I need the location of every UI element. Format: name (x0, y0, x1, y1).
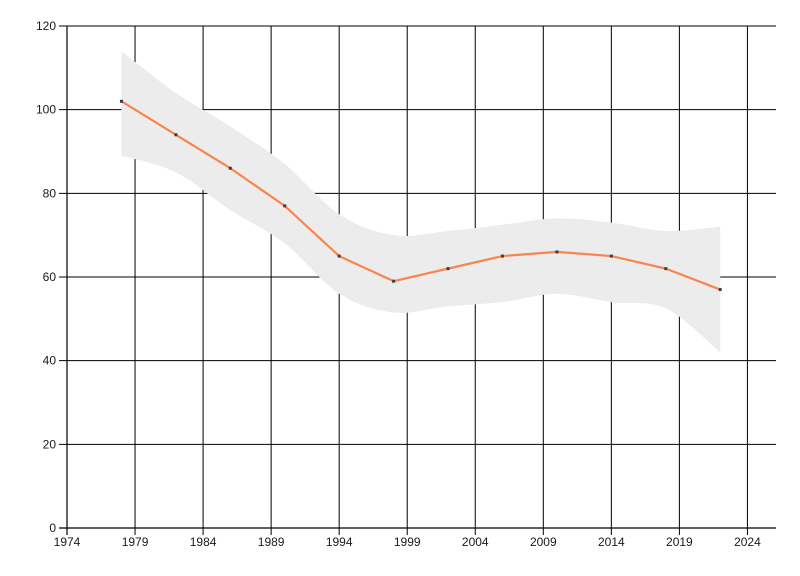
data-point-marker (228, 166, 232, 170)
x-tick-label: 2004 (462, 535, 489, 549)
x-tick-label: 1999 (394, 535, 421, 549)
x-tick-label: 1974 (54, 535, 81, 549)
y-tick-label: 60 (43, 270, 57, 284)
x-tick-label: 1994 (326, 535, 353, 549)
data-point-marker (664, 267, 668, 271)
x-tick-label: 2019 (666, 535, 693, 549)
data-point-marker (392, 279, 396, 283)
x-tick-label: 1989 (258, 535, 285, 549)
x-tick-label: 2009 (530, 535, 557, 549)
data-point-marker (283, 204, 287, 208)
data-point-marker (500, 254, 504, 258)
data-point-marker (609, 254, 613, 258)
data-point-marker (446, 267, 450, 271)
x-tick-label: 2014 (598, 535, 625, 549)
y-tick-label: 120 (36, 19, 56, 33)
data-point-marker (337, 254, 341, 258)
data-point-marker (718, 288, 722, 292)
x-tick-label: 1979 (122, 535, 149, 549)
confidence-band (121, 51, 721, 353)
data-point-marker (555, 250, 559, 254)
y-tick-label: 20 (43, 437, 57, 451)
data-point-marker (174, 133, 178, 137)
y-tick-label: 40 (43, 354, 57, 368)
y-tick-label: 0 (49, 521, 56, 535)
x-tick-label: 2024 (734, 535, 761, 549)
y-tick-label: 100 (36, 103, 56, 117)
trend-line (120, 100, 721, 291)
data-point-marker (119, 99, 123, 103)
x-tick-label: 1984 (190, 535, 217, 549)
y-tick-label: 80 (43, 186, 57, 200)
